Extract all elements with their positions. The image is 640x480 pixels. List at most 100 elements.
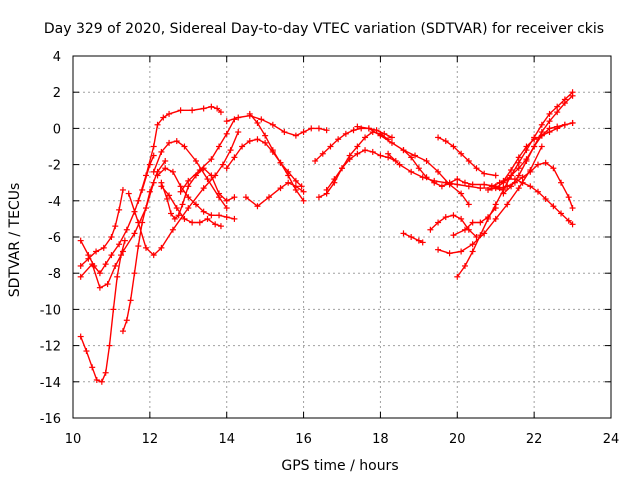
data-point [546,118,553,125]
data-point [127,297,134,304]
data-point [346,156,353,163]
data-point [208,156,215,163]
data-point [150,252,157,259]
data-point [212,221,219,228]
data-point [119,328,126,335]
data-point [231,154,238,161]
data-point [246,110,253,117]
data-point [162,157,169,164]
data-point [550,203,557,210]
data-point [254,203,261,210]
data-point [481,181,488,188]
data-point [125,190,132,197]
data-point [77,262,84,269]
data-point [465,201,472,208]
data-point [331,176,338,183]
series-line [437,136,497,177]
series-arc-15 [246,110,305,190]
y-tick-label: 2 [53,86,61,101]
data-point [121,237,128,244]
data-point [446,250,453,257]
data-point [169,168,176,175]
data-point [508,183,515,190]
data-point [89,364,96,371]
data-point [350,127,357,134]
data-point [369,148,376,155]
data-point [300,129,307,136]
data-point [515,159,522,166]
data-point [442,138,449,145]
data-point [277,185,284,192]
data-point [431,179,438,186]
series-arc-21 [385,150,507,193]
data-point [400,230,407,237]
data-point [166,139,173,146]
y-axis-label: SDTVAR / TECUs [7,183,23,298]
data-point [239,143,246,150]
data-point [554,103,561,110]
data-point [319,150,326,157]
data-point [450,143,457,150]
data-point [362,134,369,141]
data-point [481,230,488,237]
data-point [208,212,215,219]
axis-ticks [72,55,612,419]
series-line [502,95,574,195]
data-point [454,181,461,188]
data-point [173,138,180,145]
y-tick-label: -16 [40,412,61,427]
data-point [254,136,261,143]
data-point [388,139,395,146]
data-point [96,270,103,277]
data-point [123,317,130,324]
data-point [116,206,123,213]
data-point [446,179,453,186]
series-arc-29 [485,119,576,193]
data-point [173,205,180,212]
data-point [396,161,403,168]
data-point [217,223,224,230]
data-point [143,172,150,179]
data-point [192,157,199,164]
data-point [561,121,568,128]
data-point [89,261,96,268]
data-point [465,157,472,164]
data-point [185,177,192,184]
data-point [119,186,126,193]
x-tick-label: 18 [372,432,389,447]
data-point [469,219,476,226]
data-point [438,183,445,190]
data-point [519,179,526,186]
series-arc-14 [223,112,330,139]
data-point [554,109,561,116]
data-point [166,192,173,199]
data-point [285,168,292,175]
data-point [531,143,538,150]
series-line [127,131,239,256]
series-arc-12 [177,116,238,195]
x-tick-label: 22 [526,432,543,447]
data-point [167,210,174,217]
data-point [492,201,499,208]
data-point [169,226,176,233]
data-point [488,183,495,190]
data-point [515,165,522,172]
data-point [269,147,276,154]
data-point [93,248,100,255]
data-point [427,226,434,233]
data-point [385,150,392,157]
x-tick-label: 16 [295,432,312,447]
series-arc-04 [77,237,128,385]
data-point [158,148,165,155]
data-point [171,215,178,222]
data-point [415,237,422,244]
series-arc-25 [435,143,545,257]
data-point [538,121,545,128]
data-point [515,154,522,161]
data-point [450,232,457,239]
data-point [538,129,545,136]
data-point [469,181,476,188]
y-tick-label: -6 [48,231,61,246]
data-point [454,273,461,280]
